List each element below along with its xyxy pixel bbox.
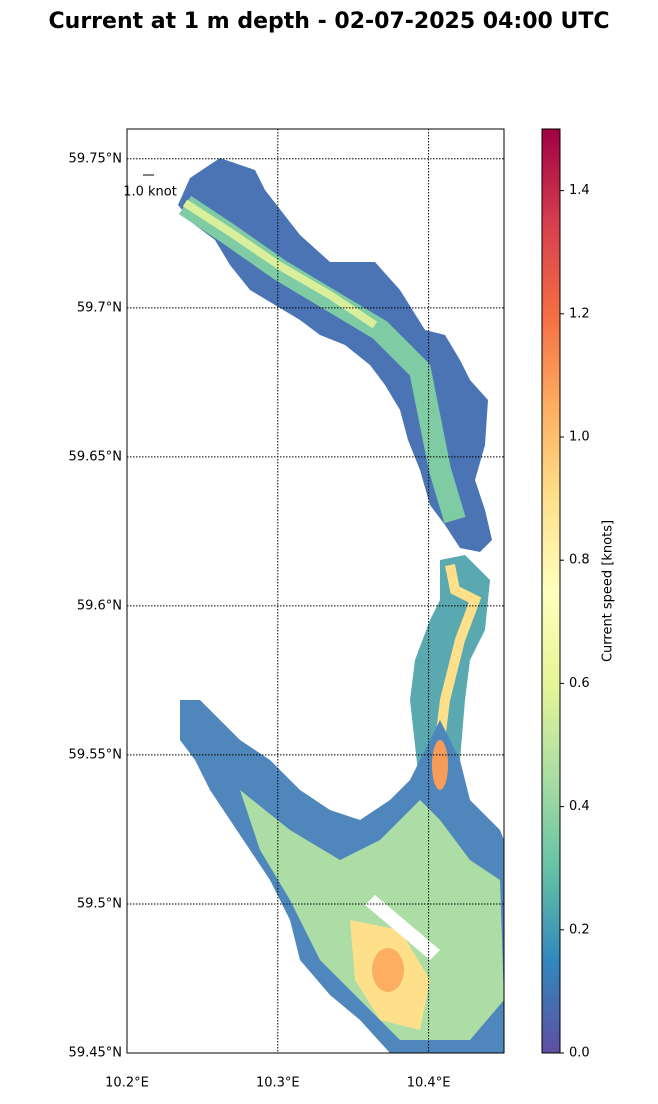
y-tick-label: 59.55°N xyxy=(69,747,122,762)
colorbar xyxy=(541,128,561,1054)
y-tick-label: 59.6°N xyxy=(77,598,122,613)
strait-peak xyxy=(432,740,448,790)
colorbar-tick-label: 1.0 xyxy=(569,430,590,445)
x-tick-label: 10.2°E xyxy=(105,1076,149,1091)
colorbar-tick-label: 0.0 xyxy=(569,1046,590,1061)
south-shallows xyxy=(240,790,504,1040)
south-peak xyxy=(372,948,404,992)
current-field xyxy=(178,158,504,1053)
colorbar-tick-label: 0.8 xyxy=(569,553,590,568)
colorbar-tick-label: 1.2 xyxy=(569,306,590,321)
colorbar-tick-label: 1.4 xyxy=(569,183,590,198)
colorbar-label: Current speed [knots] xyxy=(601,520,616,662)
title: Current at 1 m depth - 02-07-2025 04:00 … xyxy=(49,9,610,34)
quiver-key-label: 1.0 knot xyxy=(123,185,177,200)
y-tick-label: 59.65°N xyxy=(69,449,122,464)
colorbar-tick-label: 0.6 xyxy=(569,676,590,691)
y-tick-label: 59.5°N xyxy=(77,896,122,911)
x-tick-label: 10.4°E xyxy=(407,1076,451,1091)
y-tick-label: 59.7°N xyxy=(77,300,122,315)
colorbar-tick-label: 0.2 xyxy=(569,922,590,937)
y-tick-label: 59.75°N xyxy=(69,151,122,166)
north-core xyxy=(182,199,378,329)
x-tick-label: 10.3°E xyxy=(256,1076,300,1091)
y-tick-label: 59.45°N xyxy=(69,1046,122,1061)
colorbar-tick-label: 0.4 xyxy=(569,799,590,814)
island xyxy=(365,895,440,960)
